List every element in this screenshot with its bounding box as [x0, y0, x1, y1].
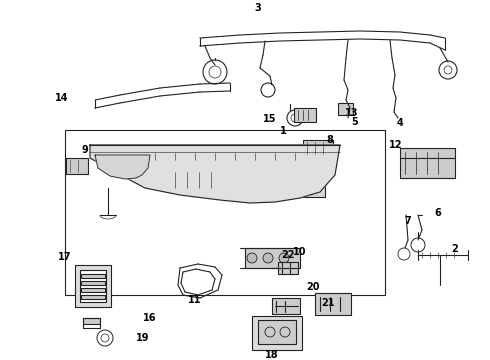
Text: 8: 8 [326, 135, 333, 145]
Bar [315, 293, 351, 315]
Text: 6: 6 [435, 208, 441, 218]
Circle shape [279, 253, 289, 263]
Bar [303, 140, 333, 156]
Bar [400, 148, 455, 178]
Text: 4: 4 [396, 118, 403, 128]
Bar [255, 175, 325, 197]
Bar [258, 320, 296, 344]
Text: 17: 17 [58, 252, 72, 262]
Text: 18: 18 [265, 350, 279, 360]
Bar [338, 103, 353, 115]
Text: 2: 2 [452, 244, 458, 254]
Text: 16: 16 [143, 313, 157, 323]
Bar [66, 158, 88, 174]
Circle shape [105, 155, 125, 175]
Bar [81, 295, 105, 299]
Bar [294, 108, 316, 122]
Text: 9: 9 [82, 145, 88, 155]
Circle shape [247, 253, 257, 263]
Polygon shape [95, 155, 150, 179]
Bar [245, 248, 300, 268]
Text: 11: 11 [188, 295, 202, 305]
Text: 13: 13 [345, 108, 359, 118]
Bar [252, 316, 302, 350]
Bar [170, 170, 230, 190]
Circle shape [127, 159, 143, 175]
Text: 5: 5 [352, 117, 358, 127]
Text: 14: 14 [55, 93, 69, 103]
Text: 7: 7 [405, 216, 412, 226]
Bar [83, 318, 100, 324]
Bar [75, 265, 111, 307]
Text: 21: 21 [321, 298, 335, 308]
Text: 1: 1 [280, 126, 286, 136]
Text: 19: 19 [136, 333, 150, 343]
Text: 20: 20 [306, 282, 320, 292]
Bar [278, 262, 298, 274]
Text: 10: 10 [293, 247, 307, 257]
Bar [81, 281, 105, 285]
Bar [81, 288, 105, 292]
Polygon shape [90, 145, 340, 203]
Bar [80, 270, 106, 302]
Bar [65, 130, 385, 295]
Bar [272, 298, 300, 314]
Circle shape [263, 253, 273, 263]
Text: 15: 15 [263, 114, 277, 124]
Text: 3: 3 [255, 3, 261, 13]
Text: 12: 12 [389, 140, 403, 150]
Bar [81, 274, 105, 278]
Text: 22: 22 [281, 250, 295, 260]
